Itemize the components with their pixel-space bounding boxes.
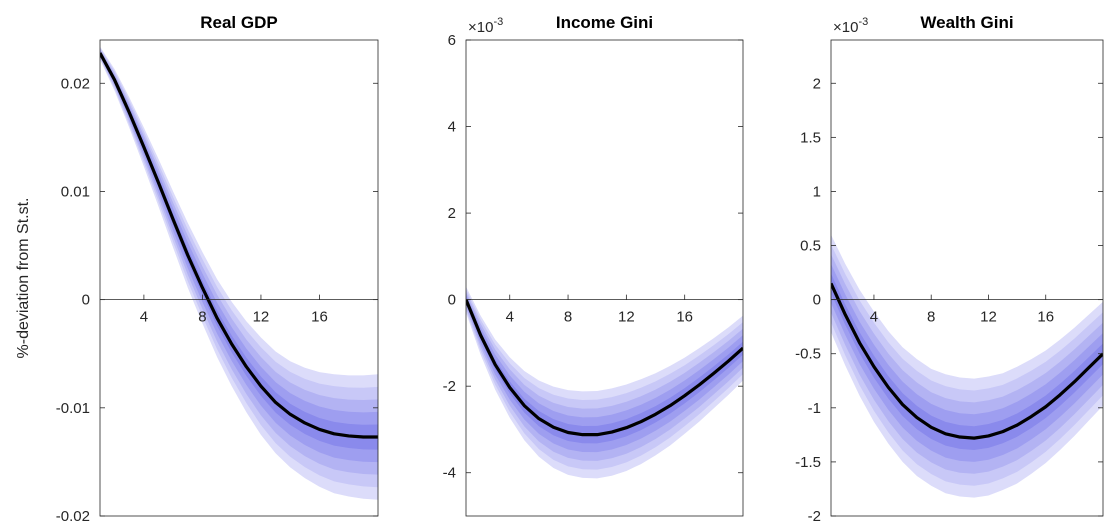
- y-tick-label: 6: [448, 32, 456, 49]
- axes-box: [465, 39, 744, 517]
- x-tick-label: 16: [676, 309, 693, 326]
- y-tick-label: -4: [443, 465, 456, 482]
- x-tick-label: 8: [927, 309, 935, 326]
- axes-box: [830, 39, 1104, 517]
- y-tick-label: 1: [813, 183, 821, 200]
- x-tick-label: 4: [506, 309, 514, 326]
- panel-title: Real GDP: [200, 13, 277, 32]
- x-tick-label: 12: [980, 309, 997, 326]
- panel-2: 4 8 12 16 -4 -2 0 2 4 6 Income Gini ×10-3: [443, 13, 744, 517]
- response-line: [100, 52, 378, 439]
- y-tick-label: -0.01: [56, 400, 90, 417]
- y-tick-label: -1: [808, 400, 821, 417]
- exponent-power: -3: [858, 16, 868, 28]
- x-tick-label: 8: [564, 309, 572, 326]
- panel-1: 4 8 12 16 -0.02 -0.01 0 0.01 0.02 Real GDP %-devia…: [15, 13, 379, 525]
- x-tick-label: 8: [198, 309, 206, 326]
- y-tick-label: -2: [443, 378, 456, 395]
- x-tick-label: 16: [311, 309, 328, 326]
- y-tick-label: 1.5: [800, 129, 821, 146]
- y-axis-label: %-deviation from St.st.: [15, 198, 32, 359]
- plot-content: [831, 234, 1103, 498]
- response-line: [831, 282, 1103, 440]
- y-tick-label: -2: [808, 508, 821, 525]
- panel-title: Wealth Gini: [920, 13, 1013, 32]
- confidence-band-5: [831, 273, 1103, 451]
- x-tick-label: 4: [870, 309, 878, 326]
- x-tick-label: 4: [140, 309, 148, 326]
- plot-content: [466, 286, 743, 479]
- x-tick-label: 12: [253, 309, 270, 326]
- y-tick-label: 4: [448, 119, 456, 136]
- y-tick-label: 0.5: [800, 238, 821, 255]
- y-tick-label: 0.02: [61, 75, 90, 92]
- exponent-label: ×10-3: [833, 16, 868, 36]
- y-tick-label: -0.02: [56, 508, 90, 525]
- y-tick-label: 2: [813, 75, 821, 92]
- y-tick-label: 0: [813, 292, 821, 309]
- response-line: [466, 299, 743, 437]
- y-tick-label: 0.01: [61, 183, 90, 200]
- axes-box: [99, 39, 379, 517]
- panel-title: Income Gini: [556, 13, 653, 32]
- confidence-band-4: [100, 50, 378, 463]
- x-tick-label: 16: [1037, 309, 1054, 326]
- y-tick-label: -1.5: [795, 454, 821, 471]
- exponent-power: -3: [493, 16, 503, 28]
- exponent-label: ×10-3: [468, 16, 503, 36]
- confidence-band-5: [466, 297, 743, 444]
- y-tick-label: 0: [82, 292, 90, 309]
- x-tick-label: 12: [618, 309, 635, 326]
- panel-3: 4 8 12 16 -2 -1.5 -1 -0.5 0 0.5 1 1.5 2 Wealth Gini ×1…: [795, 13, 1104, 525]
- plot-content: [100, 46, 378, 500]
- y-tick-label: 2: [448, 205, 456, 222]
- y-tick-label: 0: [448, 292, 456, 309]
- y-tick-label: -0.5: [795, 346, 821, 363]
